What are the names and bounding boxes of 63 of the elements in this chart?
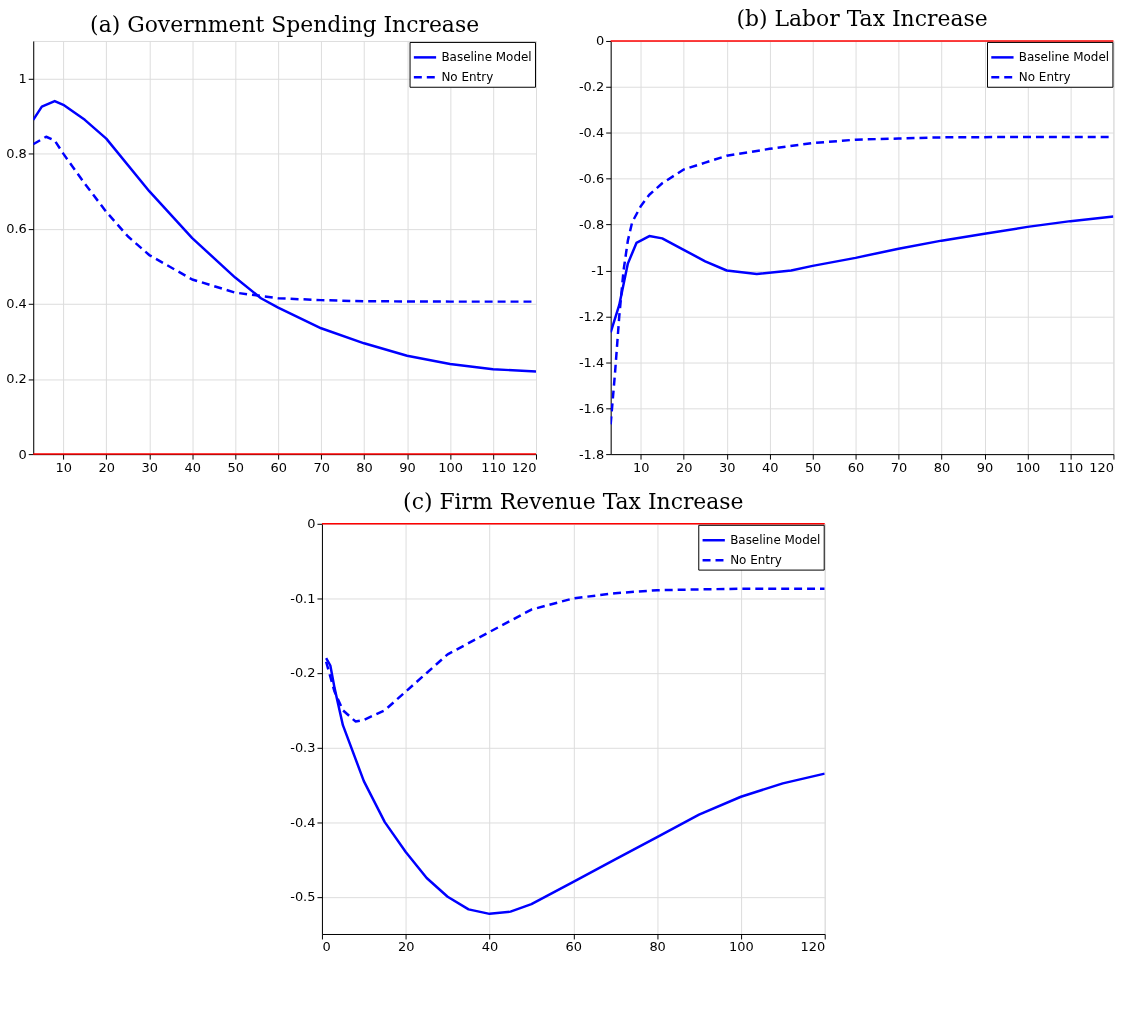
y-tick-label: 1 bbox=[18, 71, 27, 86]
x-tick-label: 50 bbox=[227, 459, 244, 475]
x-tick-label: 80 bbox=[649, 939, 666, 955]
x-tick-label: 50 bbox=[804, 459, 822, 475]
legend-label: No Entry bbox=[1018, 70, 1071, 85]
y-tick-label: -0.3 bbox=[290, 740, 316, 756]
y-tick-label: 0.4 bbox=[6, 296, 27, 312]
x-tick-label: 10 bbox=[55, 459, 73, 475]
x-tick-label: 60 bbox=[565, 939, 583, 955]
x-tick-label: 120 bbox=[1089, 459, 1114, 475]
x-tick-label: 80 bbox=[356, 459, 373, 475]
x-tick-label: 30 bbox=[141, 459, 158, 475]
x-tick-label: 100 bbox=[729, 939, 754, 955]
y-tick-label: -0.6 bbox=[578, 171, 605, 187]
x-tick-label: 20 bbox=[675, 459, 693, 475]
x-tick-label: 90 bbox=[976, 459, 994, 475]
y-tick-label: 0.2 bbox=[6, 371, 27, 387]
x-tick-label: 30 bbox=[718, 459, 736, 475]
y-tick-label: -0.5 bbox=[290, 889, 316, 905]
x-tick-label: 0 bbox=[322, 939, 331, 955]
x-tick-label: 10 bbox=[633, 459, 650, 475]
legend-label: Baseline Model bbox=[1018, 50, 1110, 65]
y-tick-label: -0.8 bbox=[578, 217, 605, 233]
legend-label: No Entry bbox=[730, 553, 782, 568]
y-tick-label: 0 bbox=[307, 516, 316, 532]
x-tick-label: 80 bbox=[933, 459, 951, 475]
y-tick-label: -1.6 bbox=[578, 400, 605, 416]
x-tick-label: 70 bbox=[890, 459, 908, 475]
x-tick-label: 110 bbox=[1058, 459, 1084, 475]
x-tick-label: 40 bbox=[481, 939, 499, 955]
x-tick-label: 100 bbox=[1015, 459, 1041, 475]
x-tick-label: 40 bbox=[184, 459, 201, 475]
y-tick-label: -1.4 bbox=[578, 354, 605, 370]
x-tick-label: 110 bbox=[481, 459, 506, 475]
x-tick-label: 60 bbox=[270, 459, 287, 475]
chart-title: (a) Government Spending Increase bbox=[90, 12, 480, 37]
y-tick-label: 0 bbox=[595, 33, 605, 49]
y-tick-label: -0.4 bbox=[578, 125, 605, 141]
x-tick-label: 70 bbox=[313, 459, 330, 475]
legend-label: Baseline Model bbox=[730, 533, 821, 548]
y-tick-label: -0.4 bbox=[290, 814, 316, 830]
y-tick-label: 0.8 bbox=[6, 146, 27, 162]
y-tick-label: -1.8 bbox=[578, 446, 605, 462]
y-tick-label: -1.2 bbox=[578, 308, 605, 324]
chart-title: (c) Firm Revenue Tax Increase bbox=[403, 488, 744, 514]
x-tick-label: 20 bbox=[398, 939, 415, 955]
x-tick-label: 120 bbox=[511, 459, 537, 475]
legend-label: No Entry bbox=[441, 70, 494, 85]
y-tick-label: -0.2 bbox=[578, 79, 605, 95]
x-tick-label: 120 bbox=[800, 939, 826, 955]
y-tick-label: 0 bbox=[18, 446, 27, 462]
x-tick-label: 20 bbox=[98, 459, 116, 475]
y-tick-label: 0.6 bbox=[6, 221, 27, 237]
y-tick-label: -0.2 bbox=[290, 665, 316, 681]
x-tick-label: 100 bbox=[438, 459, 463, 475]
x-tick-label: 90 bbox=[399, 459, 416, 475]
x-tick-label: 60 bbox=[847, 459, 865, 475]
line-series bbox=[33, 99, 536, 373]
y-tick-label: -0.1 bbox=[290, 590, 316, 606]
y-tick-label: -1 bbox=[591, 262, 605, 278]
x-tick-label: 40 bbox=[761, 459, 779, 475]
legend-label: Baseline Model bbox=[441, 50, 532, 65]
chart-title: (b) Labor Tax Increase bbox=[736, 6, 988, 32]
